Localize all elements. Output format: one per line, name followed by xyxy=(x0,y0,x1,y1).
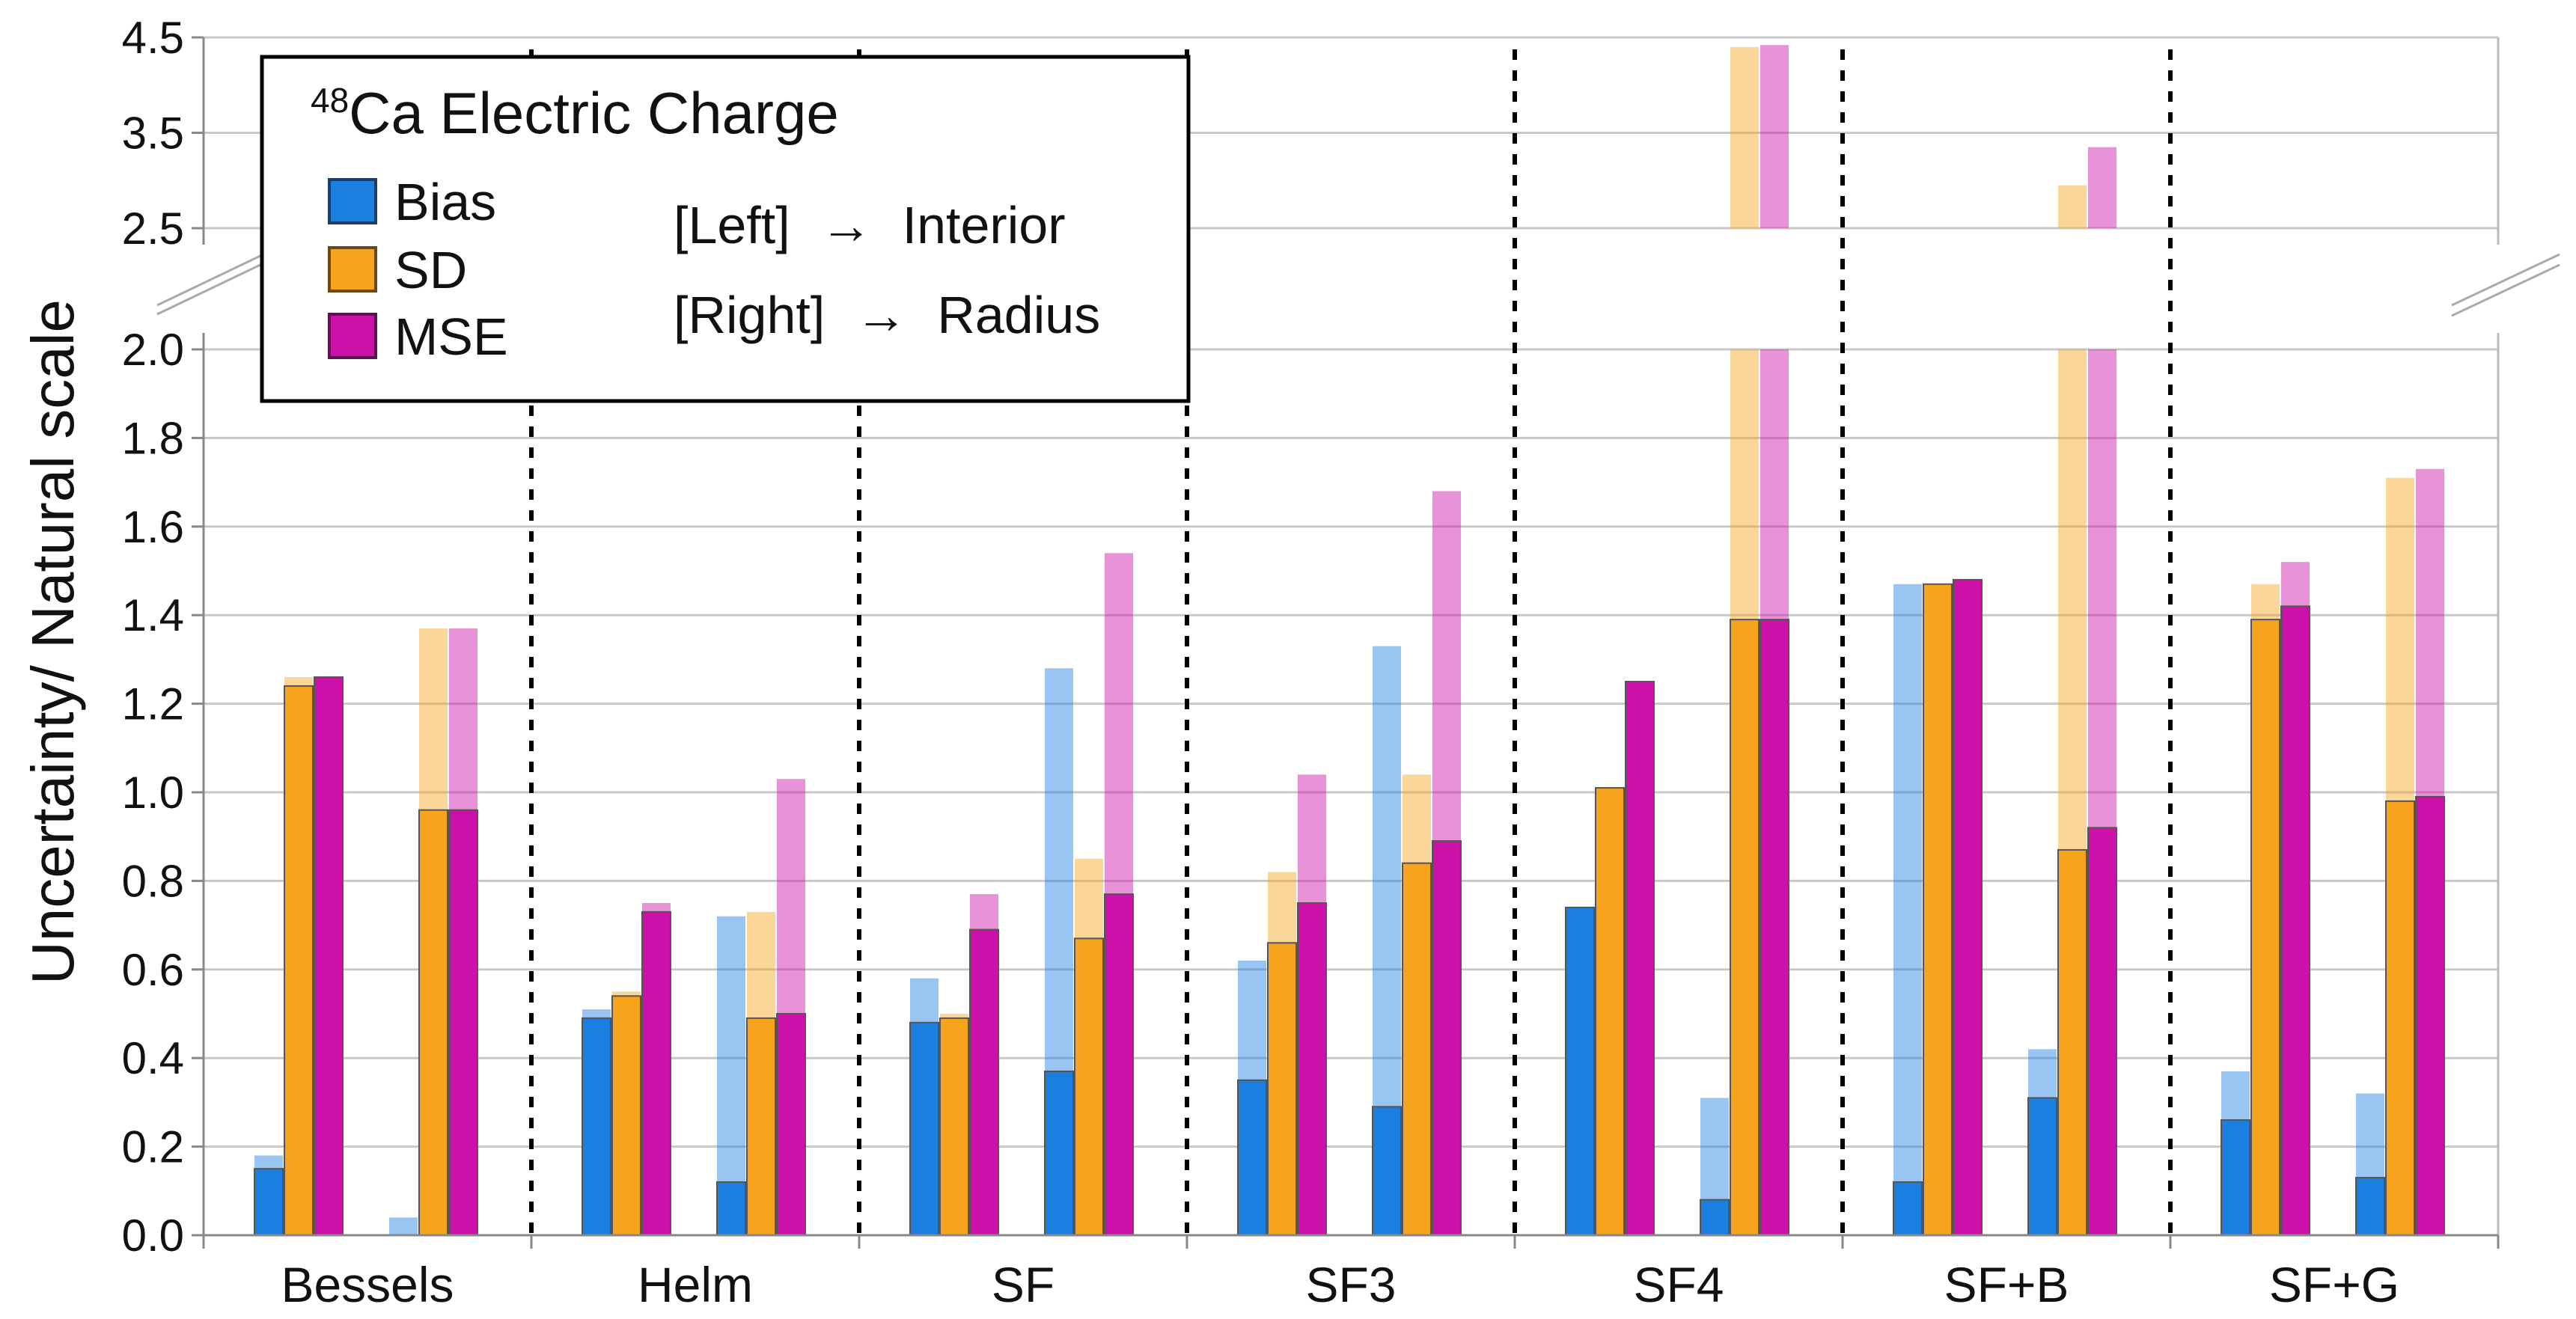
bar-faded-sd-radius-upper xyxy=(2058,185,2087,228)
axis-break-mark xyxy=(2451,253,2560,307)
bar-mse-radius xyxy=(2415,795,2445,1237)
y-tick-label: 2.5 xyxy=(122,203,184,254)
bar-bias-interior xyxy=(254,1168,284,1236)
bar-sd-interior xyxy=(2250,619,2280,1236)
bar-mse-interior xyxy=(1625,681,1655,1236)
bar-mse-interior xyxy=(1953,578,1983,1236)
y-tick-label: 1.4 xyxy=(122,590,184,640)
axis-layer xyxy=(156,36,2560,1249)
legend-title: 48Ca Electric Charge xyxy=(311,80,839,146)
y-tick-labels: 0.0 0.2 0.4 0.6 0.8 1.0 1.2 1.4 1.6 1.8 2.0 2.5 3.5 4… xyxy=(122,13,184,1261)
legend-note-right: [Right] → Radius xyxy=(674,286,1100,344)
y-tick-label: 2.0 xyxy=(122,325,184,375)
bar-mse-interior xyxy=(641,911,671,1236)
legend-note-right-target: Radius xyxy=(937,286,1100,344)
bar-mse-interior xyxy=(314,676,344,1236)
legend-label-sd: SD xyxy=(394,241,467,299)
bar-bias-radius xyxy=(1700,1199,1730,1237)
category-label: SF+G xyxy=(2269,1257,2399,1312)
y-tick-label: 1.2 xyxy=(122,679,184,729)
bar-sd-radius xyxy=(746,1017,776,1237)
bar-bias-interior xyxy=(582,1017,611,1237)
legend: 48Ca Electric Charge Bias SD MSE [Left] →… xyxy=(260,55,1191,403)
bar-sd-interior xyxy=(284,685,314,1236)
bar-mse-interior xyxy=(969,928,999,1237)
y-tick-label: 3.5 xyxy=(122,108,184,159)
bar-bias-radius xyxy=(2027,1097,2057,1236)
bar-sd-interior xyxy=(1595,787,1625,1236)
y-tick-label: 0.8 xyxy=(122,856,184,906)
bar-bias-interior xyxy=(2221,1119,2250,1236)
category-label: Helm xyxy=(638,1257,753,1312)
axis-break-mark xyxy=(156,253,264,307)
bar-sd-radius xyxy=(418,809,448,1237)
bar-sd-radius xyxy=(1730,619,1759,1236)
bar-mse-interior xyxy=(1297,902,1327,1236)
category-label: SF3 xyxy=(1305,1257,1396,1312)
bar-faded-bias-interior xyxy=(1893,584,1922,1235)
y-tick-label: 4.5 xyxy=(122,13,184,63)
bar-bias-radius xyxy=(1044,1070,1074,1236)
bar-mse-radius xyxy=(776,1013,806,1236)
y-tick-label: 0.6 xyxy=(122,945,184,995)
y-tick-label: 0.2 xyxy=(122,1122,184,1172)
category-label: SF+B xyxy=(1944,1257,2069,1312)
bar-sd-interior xyxy=(611,995,641,1236)
bar-mse-radius xyxy=(1432,840,1462,1236)
bar-mse-radius xyxy=(1759,619,1789,1236)
bar-bias-radius xyxy=(716,1181,746,1236)
bar-sd-interior xyxy=(1267,942,1297,1237)
legend-title-superscript: 48 xyxy=(311,81,349,120)
legend-note-left: [Left] → Interior xyxy=(674,196,1066,254)
legend-note-right-tag: [Right] xyxy=(674,286,825,344)
category-label: SF xyxy=(992,1257,1054,1312)
bar-faded-bias-radius xyxy=(389,1217,418,1235)
bar-bias-radius xyxy=(1372,1106,1402,1236)
y-tick-label: 0.4 xyxy=(122,1033,184,1083)
axis-break-mark xyxy=(156,262,264,316)
legend-note-left-arrow: → xyxy=(820,196,873,254)
bar-mse-interior xyxy=(2280,605,2310,1236)
legend-label-bias: Bias xyxy=(394,173,496,231)
category-labels: Bessels Helm SF SF3 SF4 SF+B SF+G xyxy=(281,1257,2399,1312)
bar-sd-radius xyxy=(1402,862,1432,1236)
axis-break-mark xyxy=(2451,263,2560,317)
bar-sd-radius xyxy=(1074,937,1104,1236)
bar-sd-radius xyxy=(2385,800,2415,1236)
legend-swatch-bias xyxy=(328,178,377,224)
y-tick-label: 1.8 xyxy=(122,413,184,463)
bars-layer xyxy=(254,45,2445,1237)
bar-sd-radius xyxy=(2057,848,2087,1236)
bar-bias-radius xyxy=(2355,1177,2385,1237)
bar-sd-interior xyxy=(1923,583,1953,1236)
bar-bias-interior xyxy=(1237,1079,1267,1237)
bar-bias-interior xyxy=(1893,1181,1923,1236)
bar-faded-mse-radius-upper xyxy=(2088,147,2116,228)
y-tick-label: 0.0 xyxy=(122,1211,184,1261)
legend-title-text: Ca Electric Charge xyxy=(349,80,839,146)
category-label: Bessels xyxy=(281,1257,454,1312)
legend-box xyxy=(260,55,1191,403)
legend-label-mse: MSE xyxy=(394,307,508,366)
bar-faded-mse-radius-upper xyxy=(1760,45,1789,229)
legend-note-left-target: Interior xyxy=(903,196,1066,254)
legend-note-left-tag: [Left] xyxy=(674,196,790,254)
bar-bias-interior xyxy=(909,1021,939,1236)
y-axis-label: Uncertainty/ Natural scale xyxy=(19,299,86,985)
legend-swatch-mse xyxy=(328,313,377,359)
bar-mse-radius xyxy=(448,809,478,1237)
bar-mse-radius xyxy=(1104,893,1134,1237)
y-tick-label: 1.6 xyxy=(122,502,184,552)
y-tick-label: 1.0 xyxy=(122,768,184,818)
bar-faded-sd-radius-upper xyxy=(1730,46,1759,228)
bar-bias-interior xyxy=(1565,906,1595,1237)
category-label: SF4 xyxy=(1633,1257,1724,1312)
legend-note-right-arrow: → xyxy=(855,286,907,344)
bar-mse-radius xyxy=(2087,827,2117,1236)
legend-swatch-sd xyxy=(328,246,377,293)
bar-sd-interior xyxy=(939,1017,969,1237)
